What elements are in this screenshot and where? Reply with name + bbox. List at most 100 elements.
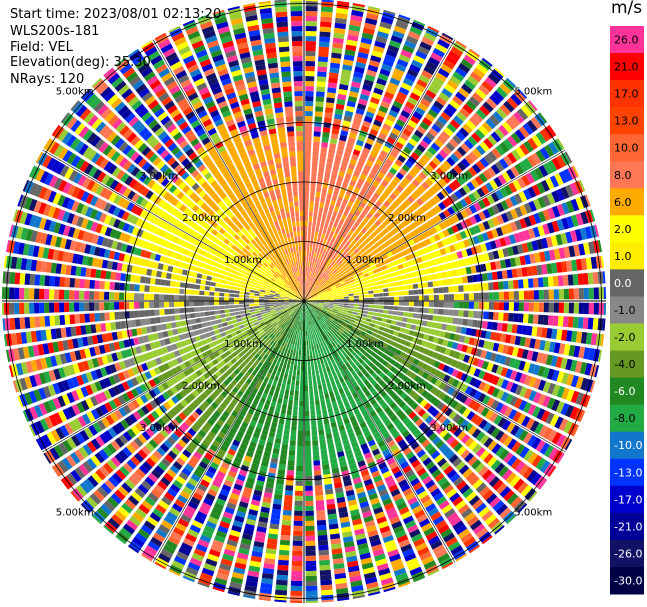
range-gate bbox=[469, 388, 478, 398]
range-gate bbox=[331, 543, 342, 550]
range-gate bbox=[472, 274, 478, 283]
range-gate bbox=[219, 520, 231, 529]
range-gate bbox=[313, 211, 318, 217]
ray bbox=[304, 301, 505, 535]
range-gate bbox=[382, 283, 388, 288]
range-gate bbox=[332, 37, 344, 44]
range-gate bbox=[327, 87, 337, 94]
range-gate bbox=[368, 59, 380, 68]
range-gate bbox=[531, 240, 539, 251]
range-gate bbox=[440, 461, 451, 472]
range-gate bbox=[308, 303, 314, 306]
range-gate bbox=[289, 328, 294, 334]
range-gate bbox=[304, 340, 307, 346]
ray bbox=[304, 88, 528, 301]
range-gate bbox=[333, 32, 345, 40]
range-gate bbox=[482, 197, 491, 207]
range-gate bbox=[308, 325, 311, 331]
range-gate bbox=[509, 195, 519, 207]
range-gate bbox=[527, 452, 538, 465]
range-gate bbox=[498, 312, 504, 321]
range-gate bbox=[402, 515, 414, 525]
range-gate bbox=[314, 323, 318, 329]
range-gate bbox=[318, 544, 329, 551]
range-gate bbox=[488, 114, 500, 126]
range-gate bbox=[312, 339, 316, 345]
range-gate bbox=[489, 496, 501, 508]
range-gate bbox=[366, 247, 373, 254]
range-gate bbox=[320, 271, 325, 277]
range-gate bbox=[430, 226, 438, 235]
range-gate bbox=[575, 392, 584, 406]
range-gate bbox=[360, 505, 371, 514]
range-gate bbox=[370, 96, 380, 105]
range-gate bbox=[463, 54, 476, 66]
range-gate bbox=[436, 353, 444, 362]
range-gate bbox=[331, 47, 343, 54]
range-gate bbox=[423, 560, 437, 570]
range-gate bbox=[527, 137, 538, 150]
range-gate bbox=[291, 329, 295, 335]
range-gate bbox=[379, 427, 388, 435]
range-gate bbox=[514, 371, 523, 383]
range-gate bbox=[356, 260, 363, 266]
range-gate bbox=[396, 206, 404, 214]
range-gate bbox=[320, 336, 325, 342]
range-gate bbox=[438, 149, 449, 159]
range-gate bbox=[462, 408, 472, 418]
range-gate bbox=[363, 115, 373, 124]
range-gate bbox=[364, 193, 372, 200]
range-gate bbox=[456, 416, 466, 426]
range-gate bbox=[215, 530, 227, 539]
range-gate bbox=[363, 244, 370, 251]
range-gate bbox=[334, 577, 347, 585]
range-gate bbox=[254, 427, 262, 434]
range-gate bbox=[309, 276, 312, 282]
range-gate bbox=[221, 516, 232, 525]
range-gate bbox=[327, 307, 333, 311]
range-gate bbox=[309, 201, 314, 207]
range-gate bbox=[350, 344, 356, 351]
range-gate bbox=[394, 197, 403, 205]
range-gate bbox=[338, 403, 345, 411]
range-gate bbox=[511, 268, 518, 278]
range-gate bbox=[568, 302, 574, 314]
range-gate bbox=[304, 211, 309, 217]
range-gate bbox=[383, 418, 392, 427]
range-gate bbox=[392, 100, 403, 109]
range-gate bbox=[314, 311, 319, 316]
range-gate bbox=[455, 371, 464, 380]
range-gate bbox=[411, 350, 418, 358]
range-gate bbox=[336, 274, 342, 280]
range-gate bbox=[407, 30, 421, 40]
range-gate bbox=[297, 340, 300, 346]
ray bbox=[304, 9, 396, 301]
range-gate bbox=[405, 35, 419, 45]
range-gate bbox=[442, 384, 451, 393]
range-gate bbox=[466, 346, 473, 355]
range-gate bbox=[428, 56, 441, 67]
range-gate bbox=[371, 331, 377, 337]
range-gate bbox=[331, 321, 337, 326]
range-gate bbox=[392, 330, 399, 337]
range-gate bbox=[546, 328, 553, 339]
range-gate bbox=[401, 383, 409, 391]
range-gate bbox=[578, 302, 584, 314]
ray bbox=[304, 301, 381, 597]
range-gate bbox=[482, 209, 491, 219]
range-gate bbox=[358, 307, 364, 311]
range-gate bbox=[304, 455, 312, 461]
range-gate bbox=[295, 480, 303, 486]
range-gate bbox=[345, 355, 351, 362]
range-gate bbox=[572, 424, 580, 437]
range-gate bbox=[316, 509, 326, 516]
range-gate bbox=[594, 224, 600, 237]
range-gate bbox=[335, 154, 342, 161]
range-gate bbox=[503, 489, 515, 502]
range-gate bbox=[363, 294, 369, 298]
range-gate bbox=[391, 335, 398, 342]
range-gate bbox=[279, 459, 287, 465]
range-gate bbox=[321, 599, 334, 603]
range-gate bbox=[330, 133, 339, 140]
range-gate bbox=[499, 355, 507, 365]
